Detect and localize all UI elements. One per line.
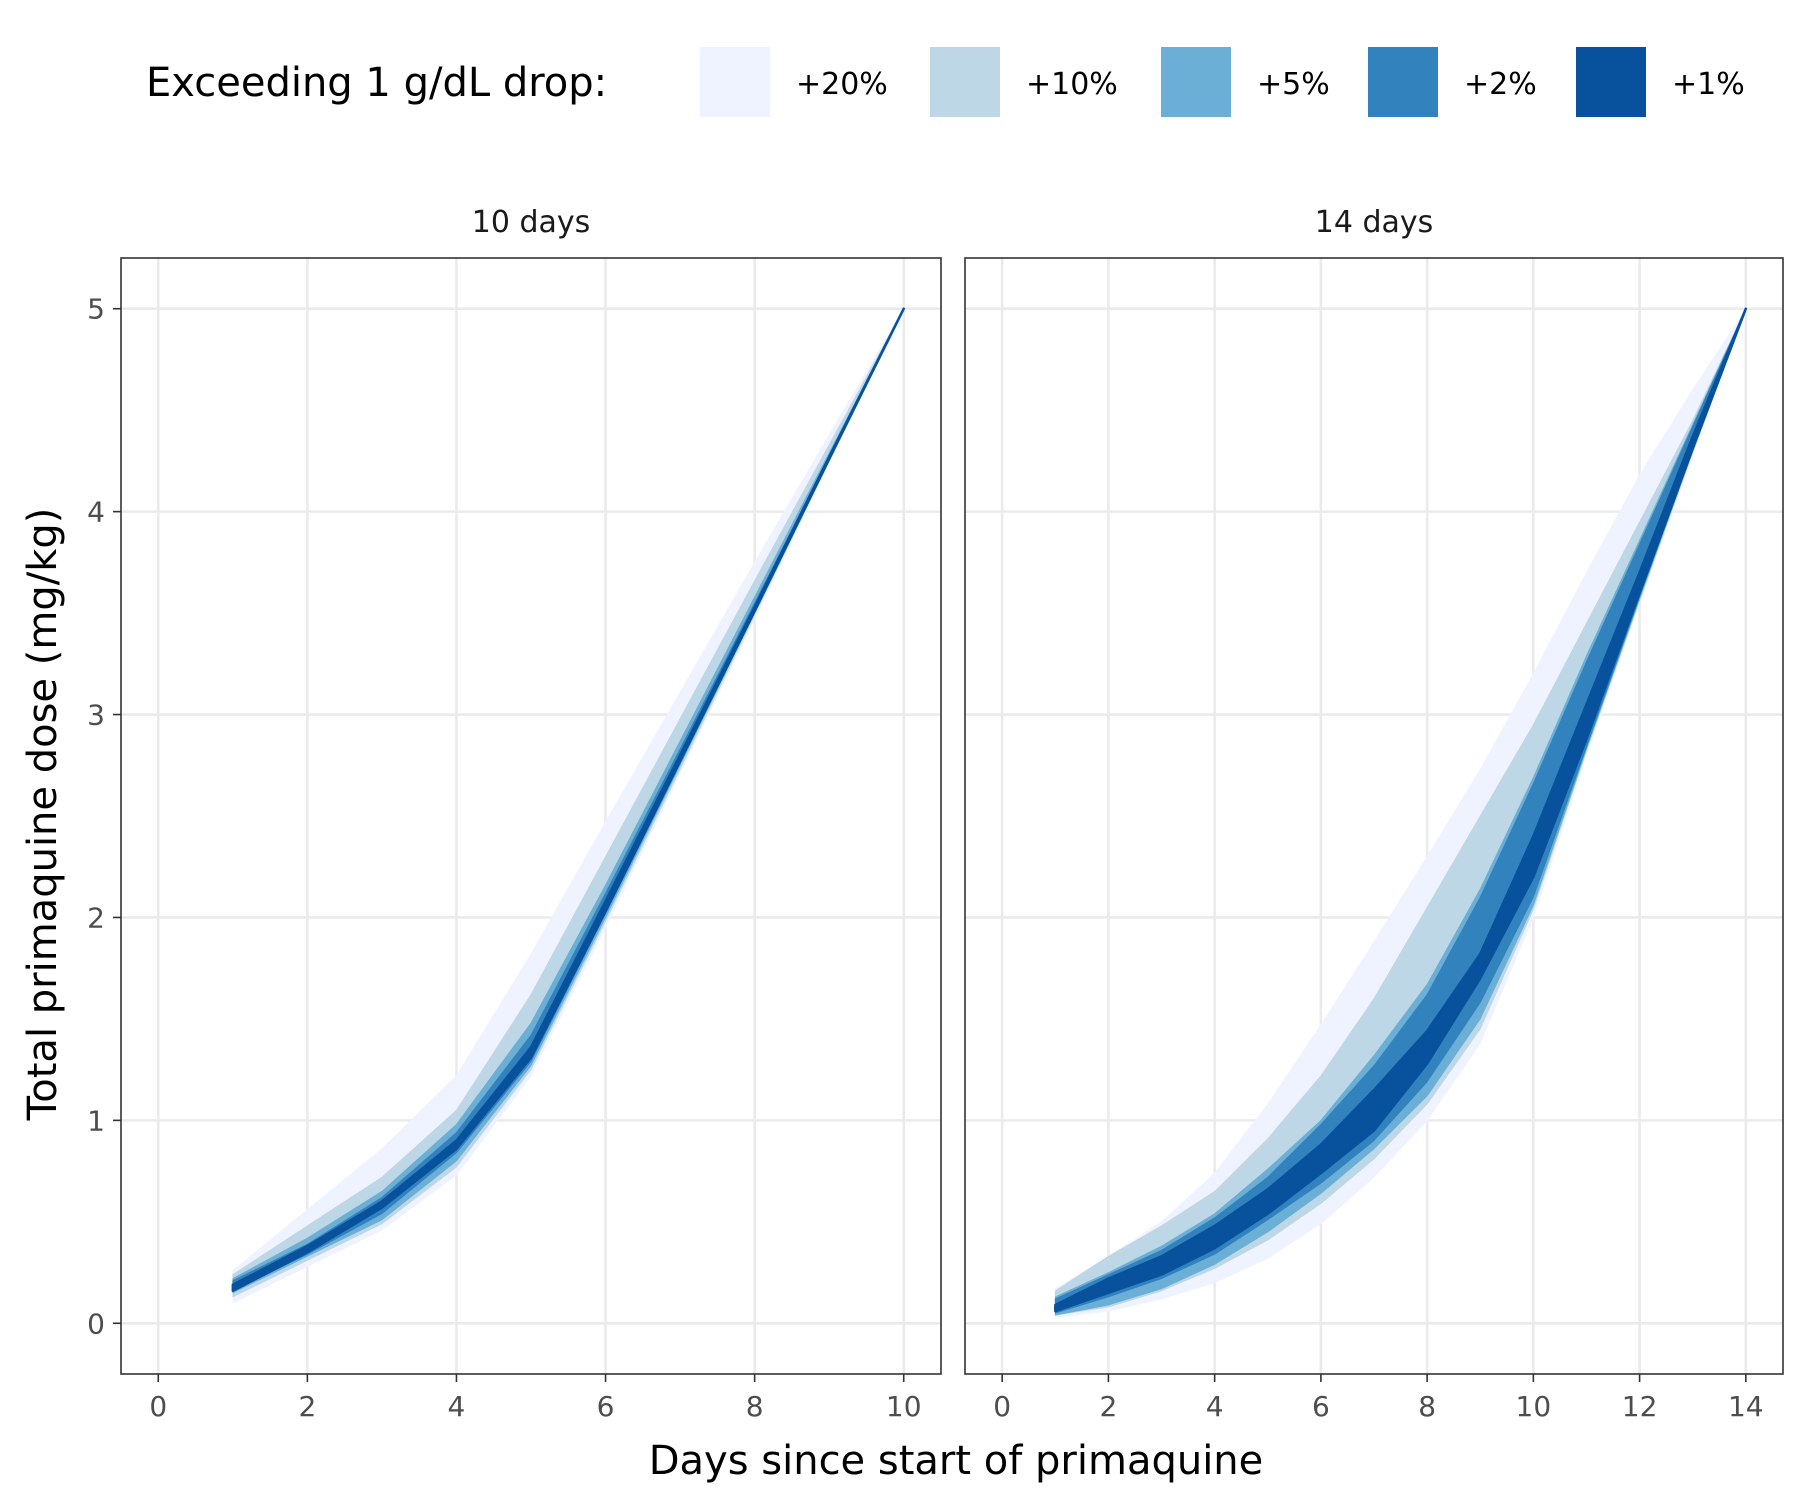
y-tick-label-1: 1	[87, 1104, 105, 1137]
panel-14-days-x-tick-label-2: 2	[1100, 1390, 1118, 1423]
panel-14-days-band-20pct	[1054, 308, 1747, 1318]
legend-label-1pct: +1%	[1672, 67, 1745, 102]
panel-14-days-x-tick-label-8: 8	[1418, 1390, 1436, 1423]
legend-label-10pct: +10%	[1026, 67, 1118, 102]
legend-key-2pct	[1368, 47, 1438, 117]
legend-label-5pct: +5%	[1257, 67, 1330, 102]
panel-14-days-x-tick-label-14: 14	[1728, 1390, 1764, 1423]
panel-14-days-band-1pct	[1054, 307, 1748, 1313]
panel-10-days-band-20pct	[232, 308, 905, 1304]
panel-14-days-band-5pct	[1054, 308, 1747, 1316]
panel-14-days-x-tick-label-6: 6	[1312, 1390, 1330, 1423]
legend-key-10pct	[930, 47, 1000, 117]
y-tick-label-5: 5	[87, 293, 105, 326]
y-axis-title: Total primaquine dose (mg/kg)	[20, 508, 66, 1122]
panel-14-days-band-10pct	[1054, 308, 1747, 1316]
panel-10-days-grid	[121, 258, 941, 1374]
legend-label-20pct: +20%	[796, 67, 888, 102]
panel-10-days-x-tick-label-6: 6	[597, 1390, 615, 1423]
panel-10-days: 10 days 0 2 4 6 8 10 0 1 2 3 4 5	[87, 205, 942, 1423]
panel-10-days-x-ticks: 0 2 4 6 8 10	[149, 1374, 922, 1423]
panel-10-days-x-tick-label-8: 8	[746, 1390, 764, 1423]
panel-10-days-x-tick-label-2: 2	[298, 1390, 316, 1423]
panel-10-days-x-tick-label-4: 4	[448, 1390, 466, 1423]
x-axis-title: Days since start of primaquine	[649, 1438, 1264, 1484]
panel-14-days-x-tick-label-12: 12	[1622, 1390, 1658, 1423]
legend-title: Exceeding 1 g/dL drop:	[146, 60, 607, 106]
panel-10-days-band-10pct	[232, 308, 905, 1298]
legend-key-5pct	[1161, 47, 1231, 117]
panel-14-days-bands	[1054, 307, 1748, 1318]
panel-14-days-x-tick-label-10: 10	[1516, 1390, 1552, 1423]
panel-10-days-bands	[231, 307, 905, 1304]
legend: Exceeding 1 g/dL drop: +20% +10% +5% +2% +1%	[146, 47, 1745, 117]
legend-key-1pct	[1576, 47, 1646, 117]
panel-14-days: 14 days 0 2 4 6 8 10 12 14	[964, 205, 1784, 1423]
panel-14-days-x-tick-label-0: 0	[993, 1390, 1011, 1423]
panel-10-days-frame	[120, 257, 942, 1375]
panel-10-days-band-2pct	[232, 308, 905, 1292]
y-tick-label-3: 3	[87, 699, 105, 732]
panel-14-days-strip-title: 14 days	[1315, 205, 1434, 240]
panel-10-days-band-1pct	[231, 307, 905, 1293]
panel-14-days-x-tick-label-4: 4	[1206, 1390, 1224, 1423]
panel-10-days-band-5pct	[232, 308, 905, 1294]
panel-14-days-x-ticks: 0 2 4 6 8 10 12 14	[993, 1374, 1764, 1423]
y-tick-label-2: 2	[87, 901, 105, 934]
panel-14-days-band-2pct	[1054, 308, 1747, 1314]
panel-10-days-x-tick-label-10: 10	[886, 1390, 922, 1423]
panel-10-days-x-tick-label-0: 0	[149, 1390, 167, 1423]
y-tick-label-0: 0	[87, 1307, 105, 1340]
y-ticks: 0 1 2 3 4 5	[87, 293, 121, 1340]
panel-14-days-frame	[964, 257, 1784, 1375]
panel-14-days-grid	[965, 258, 1783, 1374]
y-tick-label-4: 4	[87, 496, 105, 529]
panel-10-days-strip-title: 10 days	[472, 205, 591, 240]
legend-label-2pct: +2%	[1464, 67, 1537, 102]
legend-key-20pct	[700, 47, 770, 117]
